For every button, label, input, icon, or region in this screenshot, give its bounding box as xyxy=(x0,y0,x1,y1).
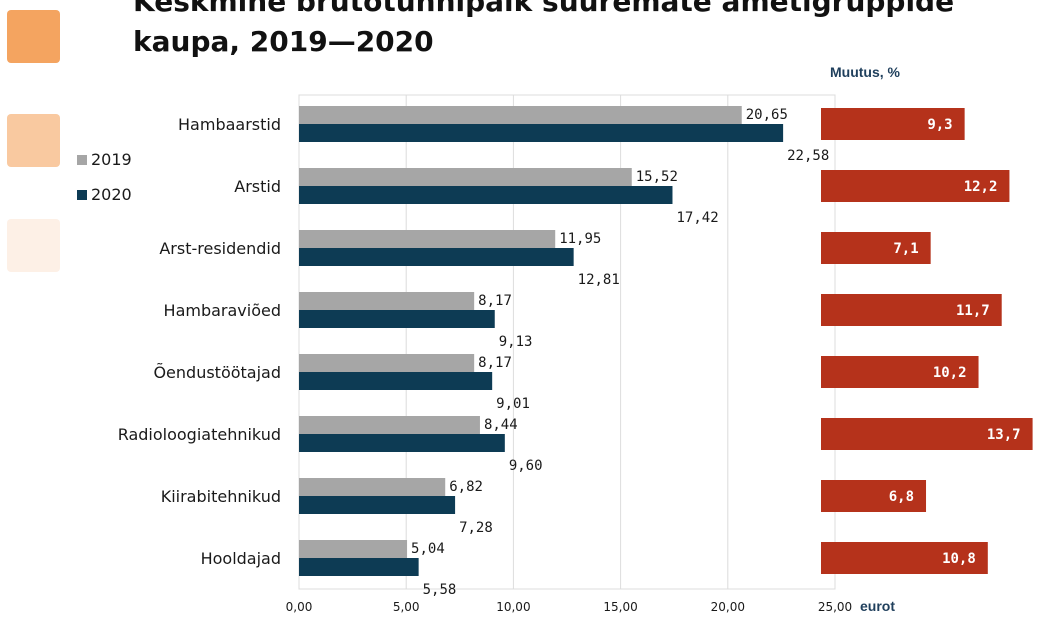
category-label: Kiirabitehnikud xyxy=(161,487,281,506)
data-label-2019: 11,95 xyxy=(559,231,601,247)
legend-swatch-2020 xyxy=(77,190,87,200)
change-bar xyxy=(821,418,1033,450)
legend-item-2020: 2020 xyxy=(77,185,132,204)
bar-2020 xyxy=(299,372,493,390)
data-label-2019: 15,52 xyxy=(636,169,678,185)
x-tick-label: 10,00 xyxy=(496,600,530,614)
bar-2020 xyxy=(299,434,505,452)
legend-item-2019: 2019 xyxy=(77,150,132,169)
data-label-2020: 9,13 xyxy=(499,334,533,350)
decor-swatch-2 xyxy=(7,114,60,167)
data-label-2020: 7,28 xyxy=(459,520,493,536)
bar-2020 xyxy=(299,124,784,142)
change-panel-title: Muutus, % xyxy=(830,64,900,80)
bar-2020 xyxy=(299,496,456,514)
change-bar xyxy=(821,356,979,388)
change-label: 11,7 xyxy=(956,303,990,319)
legend-label-2020: 2020 xyxy=(91,185,132,204)
change-bar xyxy=(821,108,965,140)
change-bar xyxy=(821,480,927,512)
legend-label-2019: 2019 xyxy=(91,150,132,169)
category-label: Hooldajad xyxy=(201,549,281,568)
category-label: Õendustöötajad xyxy=(153,363,281,382)
bar-2019 xyxy=(299,416,480,434)
change-bar xyxy=(821,232,931,264)
bar-2019 xyxy=(299,478,446,496)
change-bar xyxy=(821,294,1002,326)
data-label-2019: 8,17 xyxy=(478,293,512,309)
decor-swatch-1 xyxy=(7,10,60,63)
change-label: 10,2 xyxy=(933,365,967,381)
category-label: Hambaraviõed xyxy=(164,301,281,320)
change-label: 12,2 xyxy=(964,179,998,195)
bar-2019 xyxy=(299,106,742,124)
data-label-2020: 5,58 xyxy=(423,582,457,598)
data-label-2019: 6,82 xyxy=(449,479,483,495)
bar-2019 xyxy=(299,540,408,558)
data-label-2020: 9,60 xyxy=(509,458,543,474)
chart-title: Keskmine brutotunnipalk suuremate ametig… xyxy=(133,0,955,58)
change-label: 13,7 xyxy=(987,427,1021,443)
data-label-2019: 20,65 xyxy=(746,107,788,123)
decor-swatch-3 xyxy=(7,219,60,272)
change-bar xyxy=(821,170,1010,202)
change-bar xyxy=(821,542,988,574)
category-label: Radioloogiatehnikud xyxy=(118,425,281,444)
change-label: 9,3 xyxy=(927,117,952,133)
data-label-2020: 12,81 xyxy=(578,272,620,288)
data-label-2020: 9,01 xyxy=(496,396,530,412)
bar-2020 xyxy=(299,186,673,204)
legend-swatch-2019 xyxy=(77,155,87,165)
change-label: 6,8 xyxy=(889,489,914,505)
bar-2020 xyxy=(299,558,419,576)
category-label: Arst-residendid xyxy=(159,239,281,258)
x-tick-label: 20,00 xyxy=(711,600,745,614)
x-unit-label: eurot xyxy=(860,598,895,614)
data-label-2019: 8,44 xyxy=(484,417,518,433)
bar-2019 xyxy=(299,168,632,186)
bar-2019 xyxy=(299,230,556,248)
x-tick-label: 25,00 xyxy=(818,600,852,614)
bar-2019 xyxy=(299,292,475,310)
bar-2020 xyxy=(299,248,574,266)
data-label-2020: 22,58 xyxy=(787,148,829,164)
data-label-2019: 8,17 xyxy=(478,355,512,371)
category-label: Arstid xyxy=(234,177,281,196)
change-label: 10,8 xyxy=(942,551,976,567)
x-tick-label: 5,00 xyxy=(393,600,420,614)
category-label: Hambaarstid xyxy=(178,115,281,134)
data-label-2019: 5,04 xyxy=(411,541,445,557)
x-tick-label: 15,00 xyxy=(603,600,637,614)
change-label: 7,1 xyxy=(893,241,918,257)
x-tick-label: 0,00 xyxy=(286,600,313,614)
plot-frame xyxy=(298,94,836,590)
bar-2019 xyxy=(299,354,475,372)
data-label-2020: 17,42 xyxy=(676,210,718,226)
bar-2020 xyxy=(299,310,495,328)
